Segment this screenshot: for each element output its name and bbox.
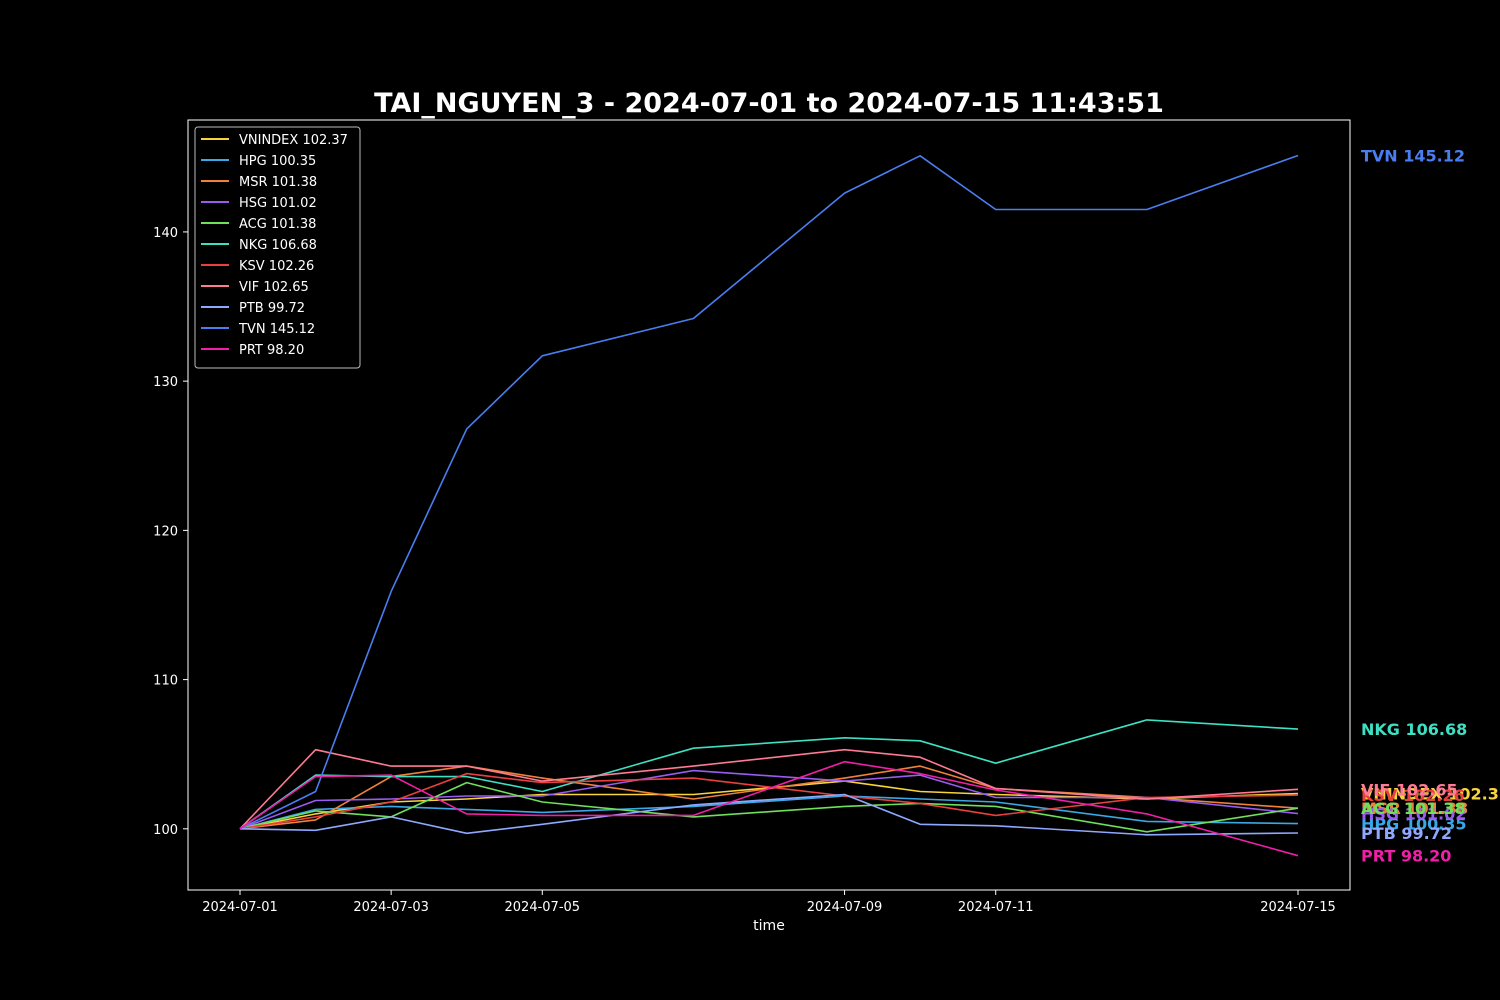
legend-entry-ksv: KSV 102.26 xyxy=(239,259,314,274)
y-tick-label: 120 xyxy=(153,524,178,539)
legend-entry-hsg: HSG 101.02 xyxy=(239,196,317,211)
end-label-ptb: PTB 99.72 xyxy=(1361,824,1452,843)
series-line-vif xyxy=(239,748,1299,830)
end-label-tvn: TVN 145.12 xyxy=(1361,147,1465,166)
end-label-nkg: NKG 106.68 xyxy=(1361,720,1467,739)
legend-box xyxy=(194,126,361,369)
end-label-hsg: HSG 101.02 xyxy=(1361,805,1466,824)
end-label-ksv: KSV 102.26 xyxy=(1361,786,1465,805)
series-lines xyxy=(239,154,1299,857)
x-axis-label: time xyxy=(753,918,785,934)
series-line-ksv xyxy=(239,772,1299,830)
x-tick-label: 2024-07-03 xyxy=(353,900,429,915)
x-tick-label: 2024-07-01 xyxy=(202,900,278,915)
legend: VNINDEX 102.37 HPG 100.35 MSR 101.38 HSG 10… xyxy=(194,126,361,369)
series-line-ptb xyxy=(239,793,1299,836)
series-line-tvn xyxy=(239,154,1299,830)
y-tick-label: 110 xyxy=(153,674,178,689)
y-tick-label: 140 xyxy=(153,226,178,241)
legend-entry-hpg: HPG 100.35 xyxy=(239,154,316,169)
legend-entry-vif: VIF 102.65 xyxy=(239,280,309,295)
legend-entry-tvn: TVN 145.12 xyxy=(238,322,315,337)
plot-area xyxy=(187,119,1351,891)
x-tick-label: 2024-07-09 xyxy=(807,900,883,915)
end-label-msr: MSR 101.38 xyxy=(1361,799,1468,818)
chart-title: TAI_NGUYEN_3 - 2024-07-01 to 2024-07-15 … xyxy=(374,88,1164,119)
end-label-vif: VIF 102.65 xyxy=(1361,780,1458,799)
x-axis: 2024-07-01 2024-07-03 2024-07-05 2024-07-09… xyxy=(202,890,1336,915)
x-tick-label: 2024-07-05 xyxy=(505,900,581,915)
end-label-prt: PRT 98.20 xyxy=(1361,847,1451,866)
series-line-vnindex xyxy=(239,780,1299,830)
legend-entry-msr: MSR 101.38 xyxy=(239,175,317,190)
end-label-acg: ACG 101.38 xyxy=(1361,799,1466,818)
x-tick-label: 2024-07-11 xyxy=(958,900,1034,915)
y-tick-label: 100 xyxy=(153,823,178,838)
series-line-acg xyxy=(239,781,1299,833)
legend-entry-prt: PRT 98.20 xyxy=(239,343,304,358)
legend-entry-acg: ACG 101.38 xyxy=(239,217,316,232)
legend-entry-ptb: PTB 99.72 xyxy=(239,301,305,316)
end-label-hpg: HPG 100.35 xyxy=(1361,815,1467,834)
y-axis: 100 110 120 130 140 xyxy=(153,226,188,838)
series-line-prt xyxy=(239,760,1299,857)
end-label-vnindex: VNINDEX 102.37 xyxy=(1361,784,1500,803)
legend-entry-vnindex: VNINDEX 102.37 xyxy=(239,133,348,148)
x-tick-label: 2024-07-15 xyxy=(1260,900,1336,915)
legend-entry-nkg: NKG 106.68 xyxy=(239,238,317,253)
y-tick-label: 130 xyxy=(153,375,178,390)
